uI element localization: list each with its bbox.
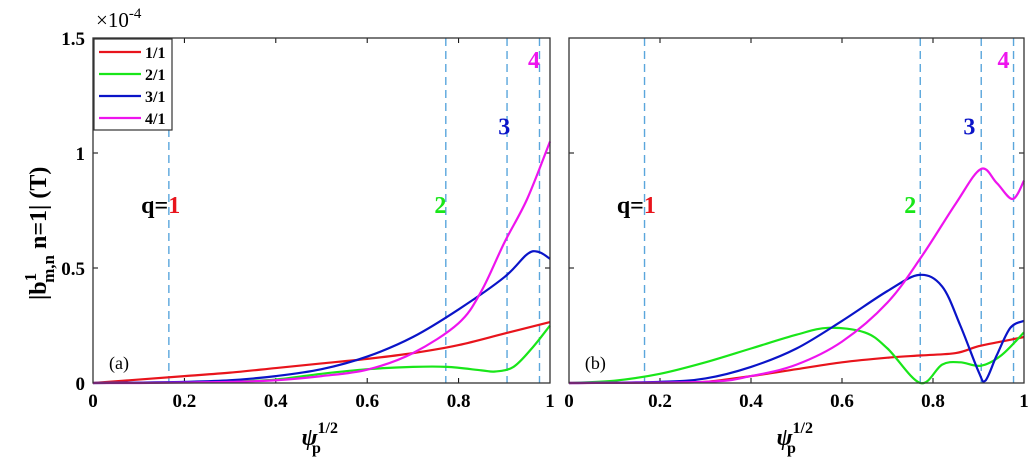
legend-label: 2/1	[145, 67, 165, 84]
svg-text:|b1m,n n=1| (T): |b1m,n n=1| (T)	[21, 167, 58, 300]
y-multiplier: ×10-4	[96, 6, 142, 32]
x-axis-label: ψ1/2 p	[302, 420, 338, 457]
surface-number: 3	[963, 115, 975, 141]
x-tick-label: 1	[1019, 391, 1029, 412]
ylabel-sub: m,n	[39, 254, 58, 282]
surface-label: 3	[963, 115, 975, 141]
series-1-1	[92, 320, 551, 385]
xlabel-sup: 1/2	[318, 420, 338, 437]
legend: 1/1 2/1 3/1 4/1	[93, 38, 173, 131]
ylabel-rest: n=1| (T)	[26, 167, 52, 255]
surface-number: 1	[168, 193, 180, 219]
xlabel-main: ψ	[302, 425, 319, 451]
x-tick-label: 0.4	[739, 391, 763, 412]
surface-number: 4	[998, 48, 1010, 74]
y-tick-label: 0	[76, 374, 86, 395]
surface-number: 1	[644, 193, 656, 219]
xlabel-sub: p	[312, 440, 321, 457]
surface-label: 4	[528, 48, 540, 74]
axes-frame	[568, 37, 1025, 384]
y-axis-label: |b1m,n n=1| (T)	[21, 167, 58, 300]
y-tick-label: 1.5	[61, 29, 85, 50]
x-tick-label: 1	[545, 391, 555, 412]
surface-label: 3	[498, 115, 510, 141]
axes-frame	[92, 37, 551, 384]
panel-label: (a)	[109, 353, 129, 374]
surface-label: 4	[998, 48, 1010, 74]
ylabel-main: |b	[26, 281, 52, 300]
x-tick-label: 0.2	[173, 391, 197, 412]
q-prefix: q=	[617, 193, 644, 219]
legend-box	[93, 38, 173, 131]
series-2-1	[568, 326, 1025, 385]
series-2-1	[92, 324, 551, 385]
x-tick-label: 0.4	[264, 391, 288, 412]
x-tick-label: 0.8	[447, 391, 471, 412]
y-tick-label: 1	[76, 144, 86, 165]
surface-number: 2	[434, 193, 446, 219]
x-tick-label: 0	[564, 391, 574, 412]
surface-label: q=1	[141, 193, 180, 219]
panel-label: (b)	[585, 353, 606, 374]
y-tick-label: 0.5	[61, 259, 85, 280]
q-prefix: q=	[141, 193, 168, 219]
x-tick-label: 0.6	[355, 391, 379, 412]
legend-label: 4/1	[145, 111, 165, 128]
legend-label: 3/1	[145, 89, 165, 106]
ylabel-sup: 1	[21, 273, 40, 282]
series-3-1	[568, 273, 1025, 385]
surface-label: 2	[904, 193, 916, 219]
surface-number: 2	[904, 193, 916, 219]
surface-label: q=1	[617, 193, 656, 219]
surface-number: 3	[498, 115, 510, 141]
legend-label: 1/1	[145, 45, 165, 62]
surface-number: 4	[528, 48, 540, 74]
surface-label: 2	[434, 193, 446, 219]
xlabel-sub: p	[787, 440, 796, 457]
x-tick-label: 0.2	[648, 391, 672, 412]
x-tick-label: 0	[88, 391, 98, 412]
x-tick-label: 0.8	[921, 391, 945, 412]
panel-a: 0 0.2 0.4 0.6 0.8 100.511.5ψ1/2 pq=1 234(a)1/12…	[61, 29, 555, 457]
series-4-1	[92, 141, 552, 385]
xlabel-sup: 1/2	[793, 420, 813, 437]
xlabel-main: ψ	[777, 425, 794, 451]
series-1-1	[568, 335, 1025, 385]
x-axis-label: ψ1/2 p	[777, 420, 813, 457]
series-4-1	[568, 167, 1025, 385]
x-tick-label: 0.6	[830, 391, 854, 412]
panel-b: 0 0.2 0.4 0.6 0.8 1ψ1/2 pq=1 234(b)	[564, 37, 1029, 457]
